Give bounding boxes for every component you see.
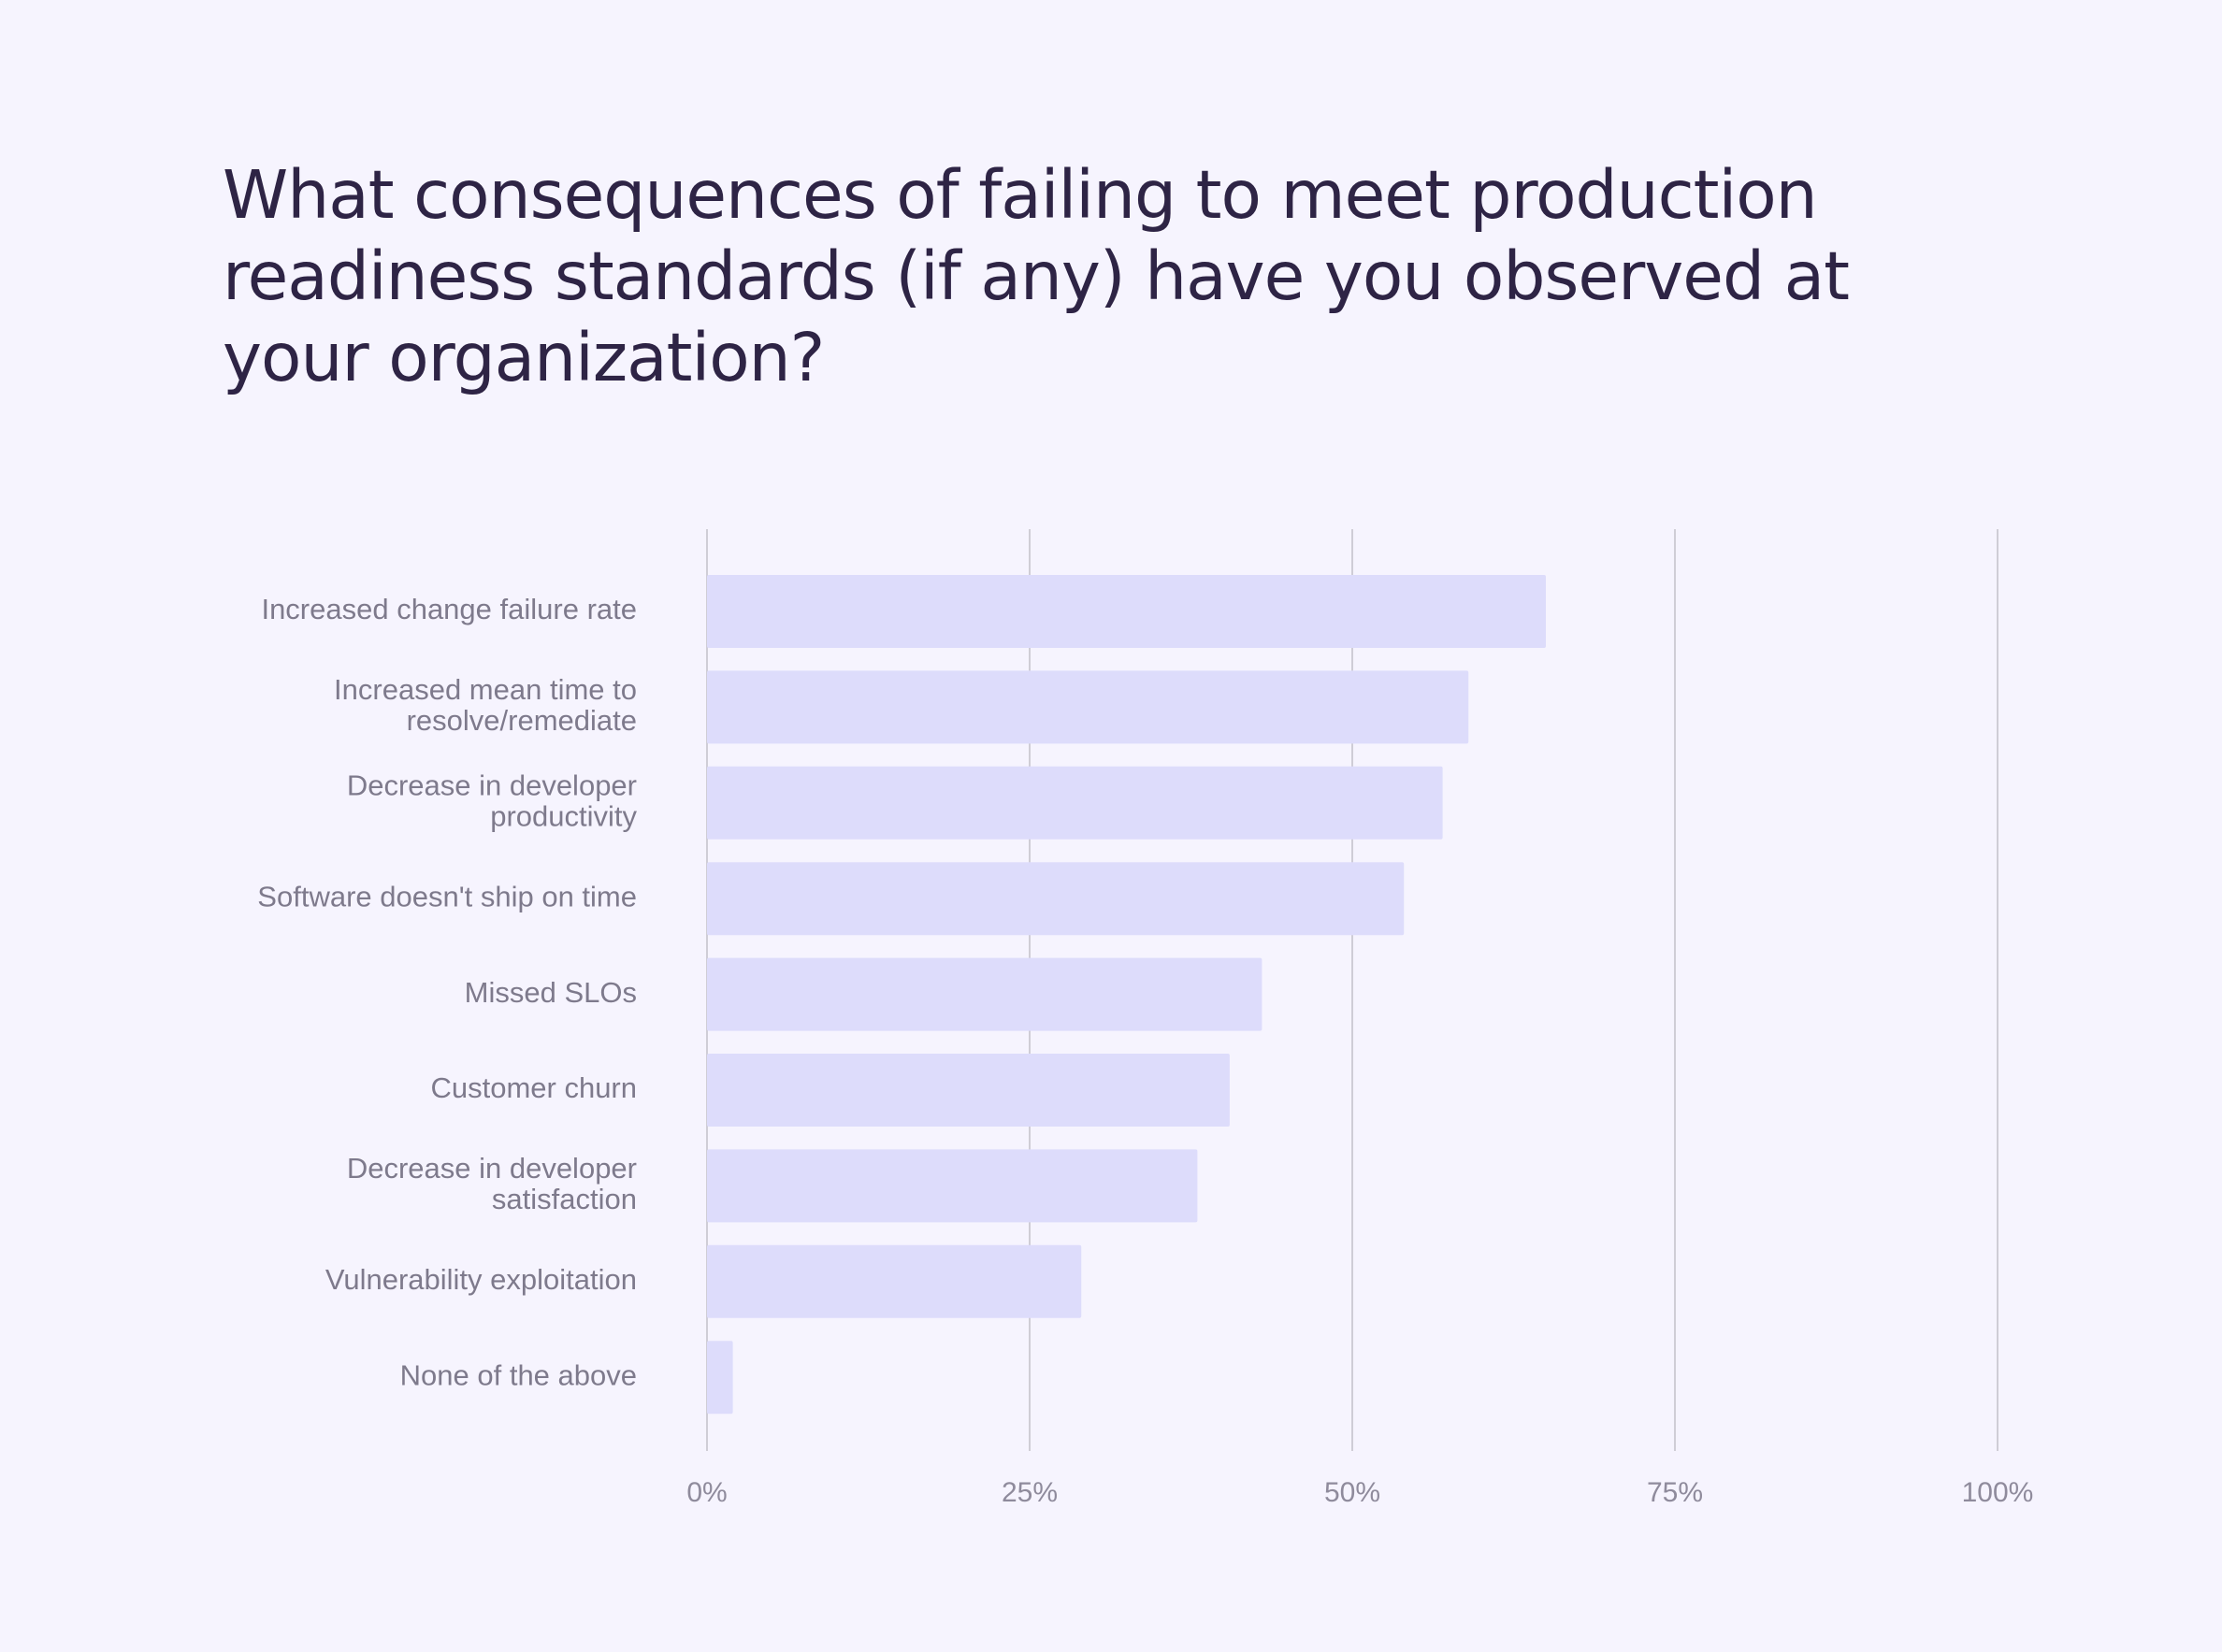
x-tick-label: 75%	[1647, 1477, 1703, 1508]
x-tick-label: 100%	[1962, 1477, 2034, 1508]
category-label: Missed SLOs	[465, 976, 637, 1009]
bar	[707, 862, 1405, 936]
bar	[707, 1054, 1230, 1127]
x-tick-label: 50%	[1324, 1477, 1380, 1508]
bars	[707, 575, 1546, 1415]
category-label: Decrease in developer satisfaction	[347, 1152, 637, 1215]
x-axis-ticks: 0% 25% 50% 75% 100%	[686, 1477, 2033, 1508]
bar	[707, 575, 1546, 648]
bar	[707, 1149, 1198, 1223]
category-label: Decrease in developer productivity	[347, 769, 638, 832]
category-label: Customer churn	[430, 1071, 637, 1104]
category-label: Increased change failure rate	[261, 593, 637, 625]
category-label-line: resolve/remediate	[407, 704, 637, 737]
category-label-line: satisfaction	[492, 1183, 637, 1215]
category-label: None of the above	[400, 1358, 637, 1391]
category-label-line: Increased change failure rate	[261, 593, 637, 625]
bar	[707, 766, 1443, 840]
category-label-line: Vulnerability exploitation	[325, 1263, 637, 1296]
category-label-line: Decrease in developer	[347, 1152, 637, 1185]
category-label-line: None of the above	[400, 1358, 637, 1391]
category-label: Increased mean time to resolve/remediate	[334, 673, 637, 737]
category-label-line: Missed SLOs	[465, 976, 637, 1009]
category-label-line: Decrease in developer	[347, 769, 637, 801]
chart-title: What consequences of failing to meet pro…	[223, 156, 1850, 396]
category-label: Software doesn't ship on time	[257, 880, 637, 912]
bar	[707, 957, 1262, 1031]
x-tick-label: 0%	[686, 1477, 727, 1508]
bar	[707, 1244, 1082, 1318]
category-label-line: Customer churn	[430, 1071, 637, 1104]
x-tick-label: 25%	[1002, 1477, 1058, 1508]
bar	[707, 670, 1469, 744]
category-labels: Increased change failure rate Increased m…	[257, 593, 637, 1391]
bar	[707, 1341, 733, 1415]
category-label-line: Increased mean time to	[334, 673, 637, 706]
category-label: Vulnerability exploitation	[325, 1263, 637, 1296]
category-label-line: productivity	[490, 799, 637, 832]
category-label-line: Software doesn't ship on time	[257, 880, 637, 912]
